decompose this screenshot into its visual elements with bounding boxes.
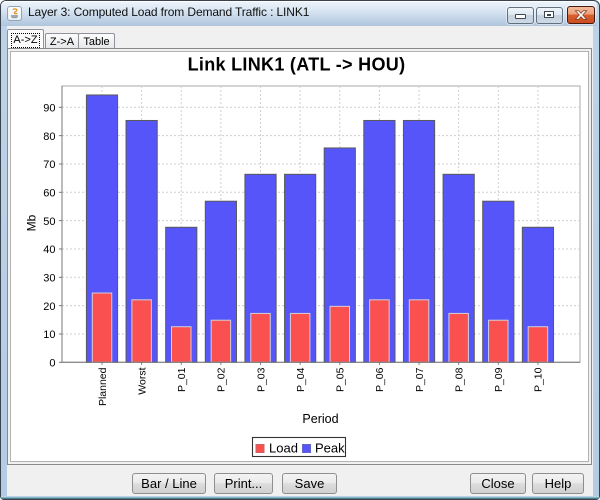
svg-text:P_10: P_10 [533, 367, 545, 392]
svg-text:P_05: P_05 [335, 367, 347, 392]
svg-text:P_01: P_01 [176, 367, 188, 392]
svg-text:80: 80 [43, 131, 55, 143]
svg-text:P_04: P_04 [295, 367, 307, 392]
svg-text:40: 40 [43, 244, 55, 256]
svg-text:Load: Load [269, 441, 298, 456]
svg-text:P_02: P_02 [216, 367, 228, 392]
svg-text:50: 50 [43, 216, 55, 228]
svg-text:Period: Period [302, 412, 338, 426]
svg-text:P_06: P_06 [374, 367, 386, 392]
svg-text:0: 0 [49, 358, 55, 370]
svg-text:90: 90 [43, 103, 55, 115]
svg-text:P_03: P_03 [255, 367, 267, 392]
svg-text:60: 60 [43, 188, 55, 200]
svg-text:Link LINK1 (ATL -> HOU): Link LINK1 (ATL -> HOU) [188, 55, 406, 75]
svg-text:P_08: P_08 [453, 367, 465, 392]
svg-text:Worst: Worst [136, 367, 148, 394]
svg-text:P_09: P_09 [493, 367, 505, 392]
svg-text:70: 70 [43, 159, 55, 171]
svg-text:10: 10 [43, 329, 55, 341]
svg-text:P_07: P_07 [414, 367, 426, 392]
svg-text:Peak: Peak [315, 441, 345, 456]
svg-text:Mb: Mb [25, 214, 39, 231]
svg-text:30: 30 [43, 273, 55, 285]
svg-text:Planned: Planned [97, 367, 109, 406]
svg-text:20: 20 [43, 301, 55, 313]
